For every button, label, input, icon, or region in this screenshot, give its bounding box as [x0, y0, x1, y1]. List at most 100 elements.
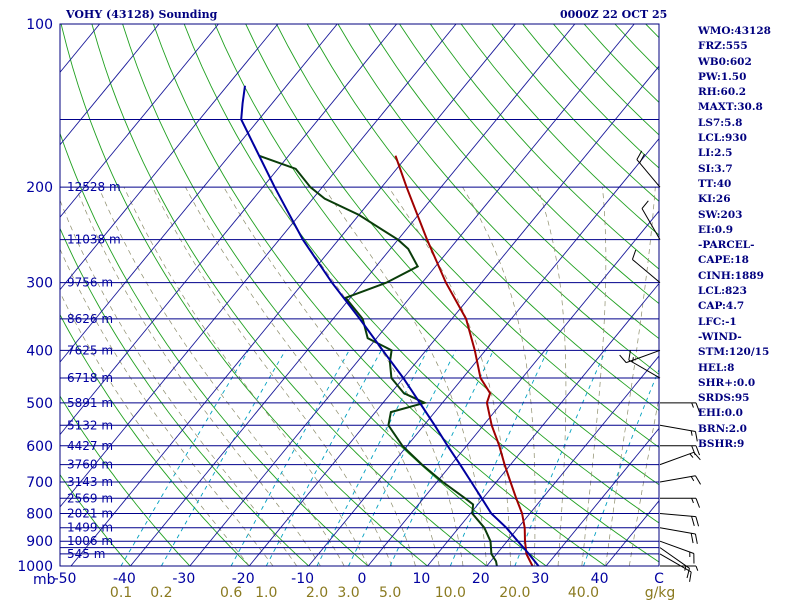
index-item: WMO:43128 — [698, 25, 771, 37]
mixing-ratio-line — [316, 350, 428, 566]
wind-barb-flag — [691, 498, 694, 504]
wind-barb-flag — [694, 431, 698, 442]
wind-barb-flag — [695, 516, 700, 527]
temperature-tick-label: -50 — [54, 571, 77, 587]
wind-barb — [660, 565, 699, 571]
isotherm-line — [545, 427, 659, 566]
mixing-ratio-tick-label: 0.1 — [110, 585, 132, 600]
moist-adiabat-line — [98, 187, 345, 566]
isotherm-line — [60, 24, 338, 363]
height-labels: 12528 m 11038 m 9756 m 8626 m 7625 m 6718 m 58… — [67, 180, 121, 561]
wind-barb-flag — [690, 476, 695, 482]
temperature-tick-label: 20 — [472, 571, 490, 587]
wind-barb — [660, 445, 701, 456]
pressure-tick-label: 500 — [26, 396, 53, 412]
index-item: TT:40 — [698, 177, 732, 190]
mixing-ratio-axis: 0.1 0.2 0.6 1.0 2.0 3.0 5.0 10.0 20.0 40.0 g/kg — [110, 585, 675, 600]
height-label: 1006 m — [67, 534, 113, 548]
sounding-datetime: 0000Z 22 OCT 25 — [560, 8, 668, 21]
mixing-ratio-line — [161, 350, 286, 566]
wind-barb-staff — [641, 208, 661, 240]
wind-barb-flag — [695, 565, 699, 571]
dry-adiabat-line — [91, 24, 488, 566]
pressure-tick-label: 800 — [26, 506, 53, 522]
index-item: BRN:2.0 — [698, 422, 747, 435]
wind-barb — [659, 451, 701, 466]
index-item: CAPE:18 — [698, 254, 749, 267]
moist-adiabat-line — [60, 199, 297, 566]
wind-barb-flag — [686, 568, 690, 579]
temperature-tick-label: -30 — [172, 571, 195, 587]
temperature-tick-label: C — [654, 571, 664, 587]
temperature-tick-label: 10 — [412, 571, 430, 587]
index-item: -WIND- — [698, 330, 742, 343]
moist-adiabat-line — [75, 187, 321, 566]
wind-barb-staff — [632, 259, 661, 283]
index-item: PW:1.50 — [698, 70, 747, 83]
height-label: 3760 m — [67, 458, 113, 472]
wind-barb-staff — [659, 424, 696, 433]
pressure-tick-label: 600 — [26, 439, 53, 455]
height-label: 5891 m — [67, 396, 113, 410]
index-item: SW:203 — [698, 208, 743, 221]
mixing-ratio-tick-label: 5.0 — [379, 585, 401, 600]
wind-barb — [659, 553, 692, 582]
isotherm-line — [486, 355, 659, 566]
index-item: SRDS:95 — [698, 392, 750, 405]
wind-barb — [660, 402, 701, 413]
pressure-tick-label: 300 — [26, 276, 53, 292]
index-item: WB0:602 — [698, 55, 752, 68]
temperature-tick-label: 40 — [591, 571, 609, 587]
wind-barb-flag — [690, 430, 693, 436]
wind-barbs — [619, 150, 701, 582]
wind-barb-staff — [659, 451, 694, 466]
plot-frame — [59, 23, 660, 567]
mixing-ratio-line — [449, 350, 549, 566]
wind-barb-staff — [626, 349, 661, 364]
mixing-ratio-tick-label: 0.2 — [150, 585, 172, 600]
moist-adiabat-line — [60, 248, 274, 566]
height-label: 545 m — [67, 547, 105, 561]
height-label: 1499 m — [67, 521, 113, 535]
mixing-ratio-tick-label: 3.0 — [337, 585, 359, 600]
temperature-tick-label: -40 — [113, 571, 136, 587]
height-label: 7625 m — [67, 343, 113, 357]
temperature-tick-label: 0 — [358, 571, 367, 587]
station-title: VOHY (43128) Sounding — [66, 8, 218, 21]
isotherm-line — [189, 24, 635, 566]
mixing-ratio-tick-label: 2.0 — [306, 585, 328, 600]
temperature-trace — [394, 155, 534, 566]
dry-adiabat-line — [122, 24, 547, 566]
moist-adiabat-line — [152, 187, 393, 566]
moist-adiabat-line — [268, 187, 464, 566]
isotherm-line — [60, 24, 160, 146]
wind-barb-flag — [695, 445, 701, 456]
height-label: 12528 m — [67, 180, 121, 194]
wind-barb-staff — [659, 527, 696, 535]
index-item: LFC:-1 — [698, 315, 737, 328]
isotherm-line — [60, 24, 219, 218]
isotherm-line — [248, 65, 659, 566]
wind-barb-staff — [659, 540, 694, 554]
height-label: 5132 m — [67, 418, 113, 432]
wind-barb — [659, 512, 700, 527]
pressure-tick-label: 200 — [26, 180, 53, 196]
wind-barb — [631, 249, 661, 283]
index-item: BSHR:9 — [698, 438, 745, 451]
isobar-lines — [60, 23, 659, 567]
index-item: MAXT:30.8 — [698, 101, 763, 114]
wind-barb — [659, 547, 690, 579]
wind-barb-flag — [691, 445, 696, 456]
isotherm-line — [427, 282, 659, 566]
moist-adiabat-line — [605, 187, 656, 566]
wind-barb — [659, 475, 701, 485]
wind-barb-flag — [628, 350, 631, 361]
isotherm-line — [367, 210, 659, 566]
wind-barb-staff — [659, 553, 692, 573]
wind-barb-flag — [619, 354, 627, 363]
index-item: HEL:8 — [698, 361, 735, 374]
wind-barb-staff — [628, 359, 661, 379]
height-label: 3143 m — [67, 475, 113, 489]
